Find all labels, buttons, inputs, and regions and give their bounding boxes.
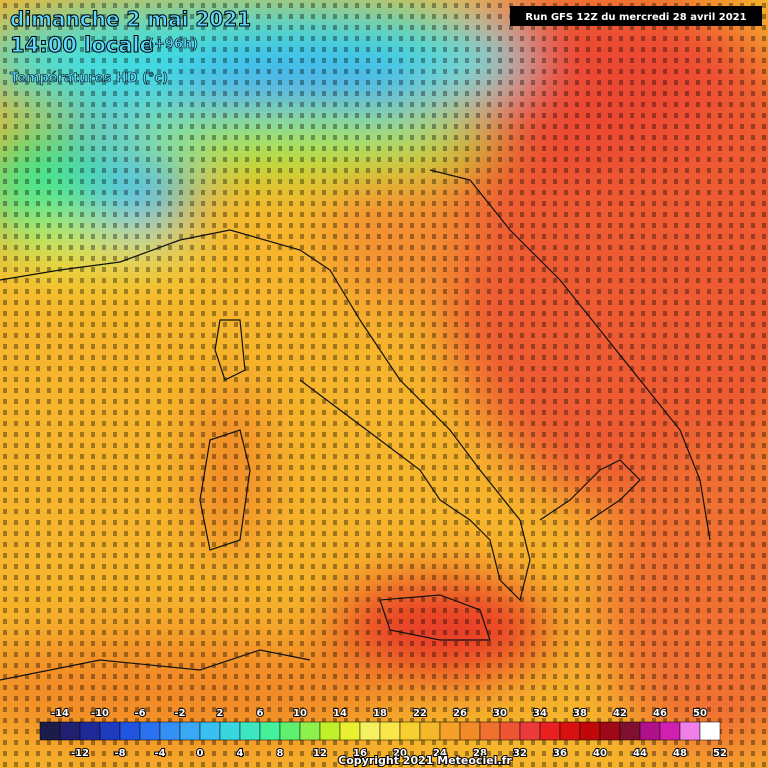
legend-label: -6	[134, 708, 145, 719]
legend-label: 10	[293, 708, 307, 719]
legend: -14-12-10-8-6-4-202468101214161820222426…	[39, 707, 728, 760]
legend-swatch	[579, 721, 601, 741]
legend-swatch	[519, 721, 541, 741]
legend-label: 38	[573, 708, 587, 719]
legend-label: 26	[453, 708, 467, 719]
legend-swatch	[239, 721, 261, 741]
legend-label: -12	[71, 748, 89, 759]
legend-swatch	[559, 721, 581, 741]
legend-swatch	[419, 721, 441, 741]
legend-label: 20	[393, 748, 407, 759]
legend-swatch	[459, 721, 481, 741]
legend-swatch	[199, 721, 221, 741]
legend-swatch	[499, 721, 521, 741]
legend-swatch	[479, 721, 501, 741]
legend-label: 40	[593, 748, 607, 759]
legend-label: -10	[91, 708, 109, 719]
legend-label: 52	[713, 748, 727, 759]
legend-swatch	[119, 721, 141, 741]
legend-swatch	[439, 721, 461, 741]
legend-swatch	[259, 721, 281, 741]
coastlines	[0, 169, 711, 681]
legend-label: -8	[114, 748, 125, 759]
legend-swatch	[539, 721, 561, 741]
legend-label: 32	[513, 748, 527, 759]
legend-label: -4	[154, 748, 165, 759]
run-box	[510, 6, 762, 26]
legend-label: 44	[633, 748, 647, 759]
legend-swatch	[99, 721, 121, 741]
legend-swatch	[619, 721, 641, 741]
date: dimanche 2 mai 2021	[10, 7, 251, 31]
legend-label: 36	[553, 748, 567, 759]
legend-label: 28	[473, 748, 487, 759]
legend-label: 4	[237, 748, 244, 759]
legend-swatch	[379, 721, 401, 741]
legend-swatch	[219, 721, 241, 741]
legend-label: 30	[493, 708, 507, 719]
legend-swatch	[159, 721, 181, 741]
legend-label: -14	[51, 708, 69, 719]
copyright: Copyright 2021 Meteociel.fr	[338, 754, 512, 767]
legend-swatch	[299, 721, 321, 741]
legend-label: 42	[613, 708, 627, 719]
legend-swatch	[699, 721, 721, 741]
legend-swatch	[339, 721, 361, 741]
legend-label: 48	[673, 748, 687, 759]
legend-label: 6	[257, 708, 264, 719]
legend-label: 46	[653, 708, 667, 719]
legend-label: 8	[277, 748, 284, 759]
product: Températures HD (°c)	[10, 71, 168, 86]
legend-swatch	[319, 721, 341, 741]
time: 14:00 locale	[10, 33, 154, 57]
legend-swatch	[659, 721, 681, 741]
lead-time: (+96h)	[148, 37, 198, 52]
legend-swatch	[359, 721, 381, 741]
legend-label: -2	[174, 708, 185, 719]
legend-swatch	[279, 721, 301, 741]
legend-swatch	[399, 721, 421, 741]
legend-swatch	[79, 721, 101, 741]
legend-swatch	[179, 721, 201, 741]
legend-swatch	[139, 721, 161, 741]
legend-label: 24	[433, 748, 447, 759]
legend-swatch	[679, 721, 701, 741]
legend-label: 50	[693, 708, 707, 719]
run-info: Run GFS 12Z du mercredi 28 avril 2021	[525, 12, 746, 23]
legend-label: 34	[533, 708, 547, 719]
legend-swatch	[639, 721, 661, 741]
legend-label: 14	[333, 708, 347, 719]
legend-label: 16	[353, 748, 367, 759]
legend-label: 18	[373, 708, 387, 719]
legend-swatch	[59, 721, 81, 741]
legend-label: 22	[413, 708, 427, 719]
legend-label: 0	[197, 748, 204, 759]
legend-swatch	[39, 721, 61, 741]
legend-label: 12	[313, 748, 327, 759]
legend-label: 2	[217, 708, 224, 719]
legend-swatch	[599, 721, 621, 741]
